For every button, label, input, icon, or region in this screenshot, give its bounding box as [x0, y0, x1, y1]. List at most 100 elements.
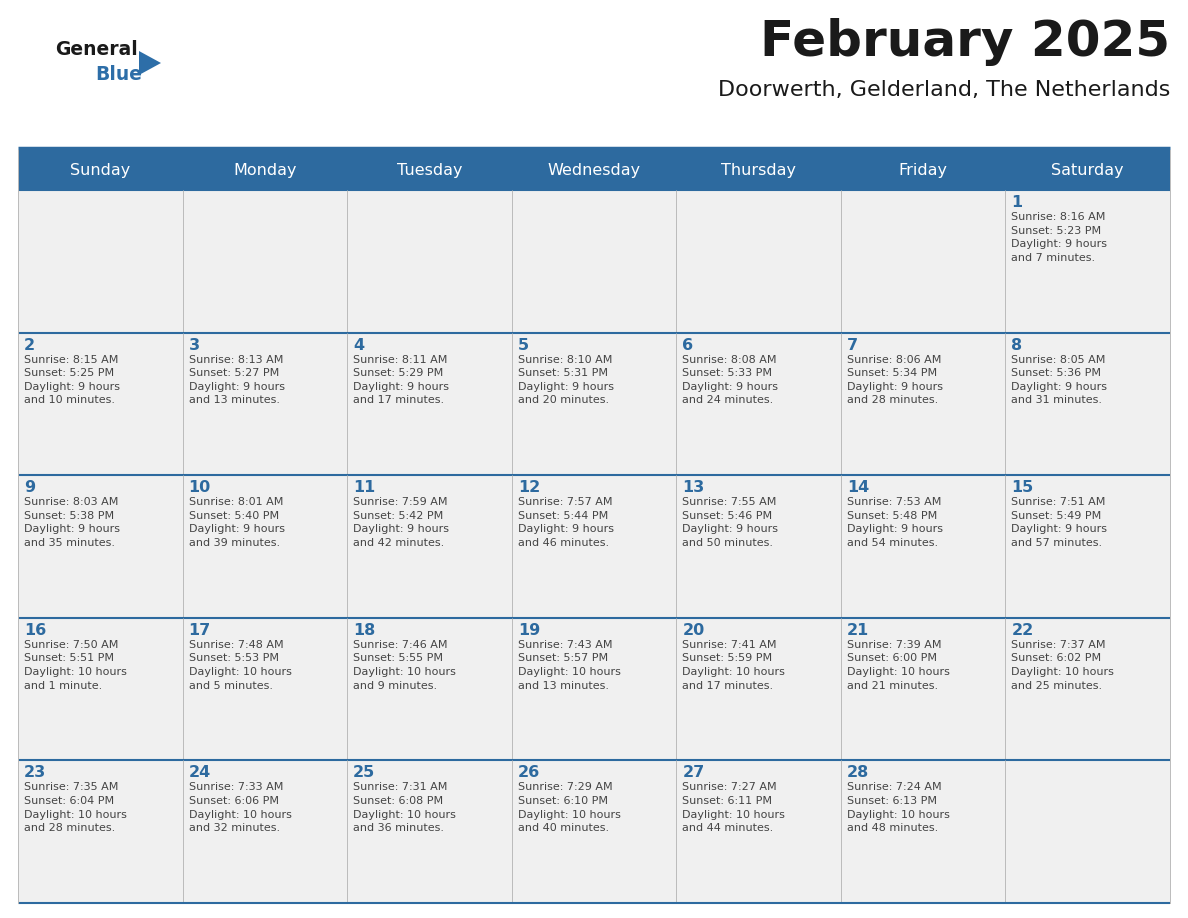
Bar [841, 332, 1005, 476]
Bar [841, 476, 1005, 618]
Text: 8: 8 [1011, 338, 1023, 353]
Bar [18, 476, 183, 618]
Bar [183, 190, 347, 332]
Text: 17: 17 [189, 622, 210, 638]
Bar [347, 190, 512, 332]
Bar [512, 618, 676, 760]
Text: Sunrise: 7:57 AM
Sunset: 5:44 PM
Daylight: 9 hours
and 46 minutes.: Sunrise: 7:57 AM Sunset: 5:44 PM Dayligh… [518, 498, 614, 548]
Text: Sunrise: 8:06 AM
Sunset: 5:34 PM
Daylight: 9 hours
and 28 minutes.: Sunrise: 8:06 AM Sunset: 5:34 PM Dayligh… [847, 354, 943, 406]
Bar [183, 618, 347, 760]
Text: Sunrise: 8:05 AM
Sunset: 5:36 PM
Daylight: 9 hours
and 31 minutes.: Sunrise: 8:05 AM Sunset: 5:36 PM Dayligh… [1011, 354, 1107, 406]
Text: Sunrise: 8:15 AM
Sunset: 5:25 PM
Daylight: 9 hours
and 10 minutes.: Sunrise: 8:15 AM Sunset: 5:25 PM Dayligh… [24, 354, 120, 406]
Text: 12: 12 [518, 480, 541, 495]
Text: 24: 24 [189, 766, 210, 780]
Bar [1005, 618, 1170, 760]
Text: 5: 5 [518, 338, 529, 353]
Text: Sunrise: 7:39 AM
Sunset: 6:00 PM
Daylight: 10 hours
and 21 minutes.: Sunrise: 7:39 AM Sunset: 6:00 PM Dayligh… [847, 640, 949, 690]
Text: Sunrise: 8:01 AM
Sunset: 5:40 PM
Daylight: 9 hours
and 39 minutes.: Sunrise: 8:01 AM Sunset: 5:40 PM Dayligh… [189, 498, 285, 548]
Text: 11: 11 [353, 480, 375, 495]
Text: Sunrise: 8:10 AM
Sunset: 5:31 PM
Daylight: 9 hours
and 20 minutes.: Sunrise: 8:10 AM Sunset: 5:31 PM Dayligh… [518, 354, 614, 406]
Text: Sunday: Sunday [70, 162, 131, 177]
Text: 1: 1 [1011, 195, 1023, 210]
Bar [1005, 476, 1170, 618]
Bar [183, 476, 347, 618]
Text: Sunrise: 7:29 AM
Sunset: 6:10 PM
Daylight: 10 hours
and 40 minutes.: Sunrise: 7:29 AM Sunset: 6:10 PM Dayligh… [518, 782, 620, 834]
Text: Sunrise: 7:50 AM
Sunset: 5:51 PM
Daylight: 10 hours
and 1 minute.: Sunrise: 7:50 AM Sunset: 5:51 PM Dayligh… [24, 640, 127, 690]
Text: Sunrise: 7:48 AM
Sunset: 5:53 PM
Daylight: 10 hours
and 5 minutes.: Sunrise: 7:48 AM Sunset: 5:53 PM Dayligh… [189, 640, 291, 690]
Bar [18, 332, 183, 476]
Text: Sunrise: 8:13 AM
Sunset: 5:27 PM
Daylight: 9 hours
and 13 minutes.: Sunrise: 8:13 AM Sunset: 5:27 PM Dayligh… [189, 354, 285, 406]
Text: February 2025: February 2025 [760, 18, 1170, 66]
Bar [18, 618, 183, 760]
Text: 19: 19 [518, 622, 541, 638]
Bar [1005, 760, 1170, 903]
Text: Thursday: Thursday [721, 162, 796, 177]
Text: Friday: Friday [898, 162, 948, 177]
Text: Sunrise: 7:27 AM
Sunset: 6:11 PM
Daylight: 10 hours
and 44 minutes.: Sunrise: 7:27 AM Sunset: 6:11 PM Dayligh… [682, 782, 785, 834]
Bar [841, 618, 1005, 760]
Bar [676, 618, 841, 760]
Bar [347, 332, 512, 476]
Text: Wednesday: Wednesday [548, 162, 640, 177]
Bar [18, 150, 1170, 190]
Text: 26: 26 [518, 766, 541, 780]
Text: 15: 15 [1011, 480, 1034, 495]
Text: 20: 20 [682, 622, 704, 638]
Text: Sunrise: 7:33 AM
Sunset: 6:06 PM
Daylight: 10 hours
and 32 minutes.: Sunrise: 7:33 AM Sunset: 6:06 PM Dayligh… [189, 782, 291, 834]
Bar [1005, 332, 1170, 476]
Text: 6: 6 [682, 338, 694, 353]
Text: Saturday: Saturday [1051, 162, 1124, 177]
Bar [347, 618, 512, 760]
Text: Sunrise: 7:35 AM
Sunset: 6:04 PM
Daylight: 10 hours
and 28 minutes.: Sunrise: 7:35 AM Sunset: 6:04 PM Dayligh… [24, 782, 127, 834]
Text: Sunrise: 7:59 AM
Sunset: 5:42 PM
Daylight: 9 hours
and 42 minutes.: Sunrise: 7:59 AM Sunset: 5:42 PM Dayligh… [353, 498, 449, 548]
Text: General: General [55, 40, 138, 59]
Polygon shape [139, 51, 162, 75]
Text: 9: 9 [24, 480, 36, 495]
Bar [18, 760, 183, 903]
Bar [183, 760, 347, 903]
Text: 23: 23 [24, 766, 46, 780]
Bar [1005, 190, 1170, 332]
Bar [676, 190, 841, 332]
Bar [512, 476, 676, 618]
Text: Doorwerth, Gelderland, The Netherlands: Doorwerth, Gelderland, The Netherlands [718, 80, 1170, 100]
Text: Sunrise: 8:16 AM
Sunset: 5:23 PM
Daylight: 9 hours
and 7 minutes.: Sunrise: 8:16 AM Sunset: 5:23 PM Dayligh… [1011, 212, 1107, 263]
Text: Sunrise: 7:41 AM
Sunset: 5:59 PM
Daylight: 10 hours
and 17 minutes.: Sunrise: 7:41 AM Sunset: 5:59 PM Dayligh… [682, 640, 785, 690]
Text: 27: 27 [682, 766, 704, 780]
Text: 7: 7 [847, 338, 858, 353]
Bar [347, 760, 512, 903]
Text: 13: 13 [682, 480, 704, 495]
Text: 22: 22 [1011, 622, 1034, 638]
Text: Sunrise: 7:53 AM
Sunset: 5:48 PM
Daylight: 9 hours
and 54 minutes.: Sunrise: 7:53 AM Sunset: 5:48 PM Dayligh… [847, 498, 943, 548]
Text: Sunrise: 7:37 AM
Sunset: 6:02 PM
Daylight: 10 hours
and 25 minutes.: Sunrise: 7:37 AM Sunset: 6:02 PM Dayligh… [1011, 640, 1114, 690]
Text: Sunrise: 8:08 AM
Sunset: 5:33 PM
Daylight: 9 hours
and 24 minutes.: Sunrise: 8:08 AM Sunset: 5:33 PM Dayligh… [682, 354, 778, 406]
Text: Blue: Blue [95, 65, 143, 84]
Text: Sunrise: 8:11 AM
Sunset: 5:29 PM
Daylight: 9 hours
and 17 minutes.: Sunrise: 8:11 AM Sunset: 5:29 PM Dayligh… [353, 354, 449, 406]
Text: Monday: Monday [233, 162, 297, 177]
Text: Sunrise: 7:55 AM
Sunset: 5:46 PM
Daylight: 9 hours
and 50 minutes.: Sunrise: 7:55 AM Sunset: 5:46 PM Dayligh… [682, 498, 778, 548]
Bar [18, 190, 183, 332]
Text: 3: 3 [189, 338, 200, 353]
Text: Sunrise: 8:03 AM
Sunset: 5:38 PM
Daylight: 9 hours
and 35 minutes.: Sunrise: 8:03 AM Sunset: 5:38 PM Dayligh… [24, 498, 120, 548]
Text: 2: 2 [24, 338, 36, 353]
Text: 25: 25 [353, 766, 375, 780]
Text: 16: 16 [24, 622, 46, 638]
Bar [676, 476, 841, 618]
Bar [347, 476, 512, 618]
Bar [183, 332, 347, 476]
Text: 28: 28 [847, 766, 870, 780]
Text: 14: 14 [847, 480, 870, 495]
Text: 4: 4 [353, 338, 365, 353]
Bar [841, 760, 1005, 903]
Bar [841, 190, 1005, 332]
Text: 21: 21 [847, 622, 870, 638]
Bar [512, 760, 676, 903]
Text: Sunrise: 7:43 AM
Sunset: 5:57 PM
Daylight: 10 hours
and 13 minutes.: Sunrise: 7:43 AM Sunset: 5:57 PM Dayligh… [518, 640, 620, 690]
Text: Sunrise: 7:46 AM
Sunset: 5:55 PM
Daylight: 10 hours
and 9 minutes.: Sunrise: 7:46 AM Sunset: 5:55 PM Dayligh… [353, 640, 456, 690]
Bar [676, 332, 841, 476]
Text: 18: 18 [353, 622, 375, 638]
Text: Sunrise: 7:51 AM
Sunset: 5:49 PM
Daylight: 9 hours
and 57 minutes.: Sunrise: 7:51 AM Sunset: 5:49 PM Dayligh… [1011, 498, 1107, 548]
Text: Tuesday: Tuesday [397, 162, 462, 177]
Bar [512, 190, 676, 332]
Text: Sunrise: 7:24 AM
Sunset: 6:13 PM
Daylight: 10 hours
and 48 minutes.: Sunrise: 7:24 AM Sunset: 6:13 PM Dayligh… [847, 782, 949, 834]
